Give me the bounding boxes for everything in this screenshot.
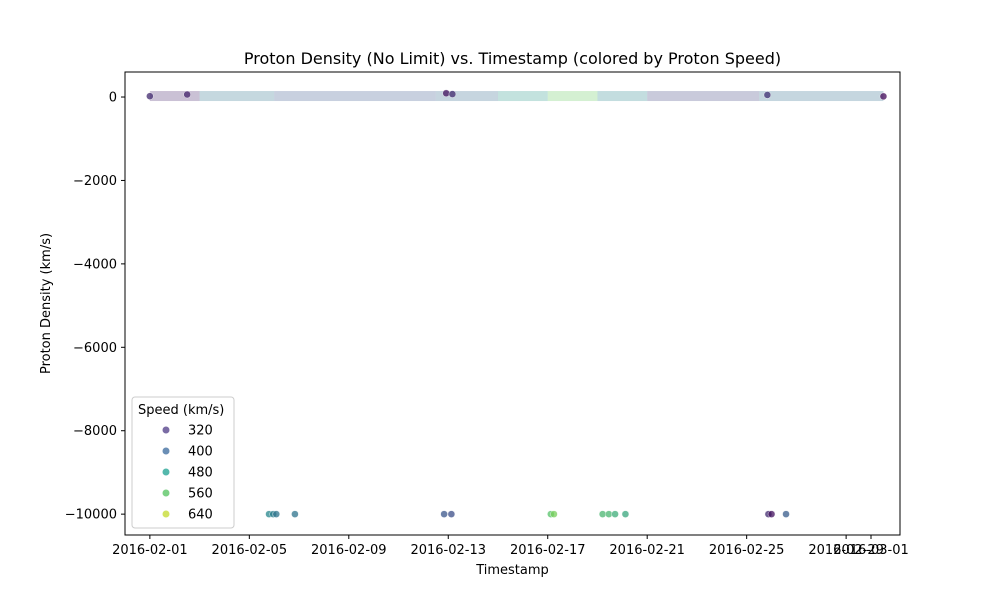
data-point bbox=[291, 510, 299, 518]
x-tick-label: 2016-02-17 bbox=[510, 543, 586, 558]
data-point bbox=[621, 510, 630, 518]
x-tick-label: 2016-02-09 bbox=[311, 543, 387, 558]
y-tick-label: −10000 bbox=[65, 508, 117, 523]
data-point bbox=[146, 92, 154, 100]
baseline-band-segment bbox=[274, 91, 436, 102]
legend: Speed (km/s) 320 400 480 560 640 bbox=[131, 396, 235, 529]
data-point bbox=[598, 510, 607, 518]
legend-box bbox=[131, 396, 235, 529]
data-point bbox=[440, 510, 448, 518]
baseline-band-segment bbox=[497, 91, 548, 102]
legend-title: Speed (km/s) bbox=[138, 403, 224, 418]
legend-marker bbox=[162, 489, 170, 497]
legend-marker bbox=[162, 447, 170, 455]
data-point bbox=[550, 510, 558, 518]
baseline-band-segment bbox=[647, 91, 760, 102]
legend-label: 480 bbox=[188, 466, 213, 481]
baseline-band-segment bbox=[759, 91, 884, 102]
data-point bbox=[767, 510, 776, 518]
baseline-band-segment bbox=[597, 91, 648, 102]
y-tick-label: 0 bbox=[109, 91, 117, 106]
data-point bbox=[183, 90, 191, 99]
legend-marker bbox=[162, 468, 170, 476]
baseline-band-segment bbox=[199, 91, 275, 102]
x-tick-label: 2016-03-01 bbox=[833, 543, 909, 558]
x-tick-label: 2016-02-29 bbox=[808, 543, 884, 558]
legend-marker bbox=[162, 510, 170, 518]
x-axis: 2016-02-01 2016-02-05 2016-02-09 2016-02-13… bbox=[112, 535, 909, 558]
x-tick-label: 2016-02-01 bbox=[112, 543, 188, 558]
y-axis: 0 −2000 −4000 −6000 −8000 −10000 bbox=[65, 91, 125, 523]
baseline-band-segment bbox=[149, 91, 200, 102]
x-tick-label: 2016-02-05 bbox=[212, 543, 288, 558]
y-axis-label: Proton Density (km/s) bbox=[39, 233, 54, 374]
y-tick-label: −4000 bbox=[73, 257, 117, 272]
baseline-band-segment bbox=[435, 91, 498, 102]
data-point bbox=[448, 90, 457, 98]
legend-marker bbox=[162, 426, 170, 434]
plot-area bbox=[146, 89, 888, 518]
data-point bbox=[447, 510, 456, 518]
legend-label: 640 bbox=[188, 508, 213, 523]
data-point bbox=[272, 510, 280, 518]
baseline-band bbox=[149, 91, 884, 102]
x-tick-label: 2016-02-21 bbox=[609, 543, 685, 558]
data-points bbox=[146, 89, 888, 518]
plot-frame bbox=[124, 71, 901, 536]
y-tick-label: −8000 bbox=[73, 424, 117, 439]
data-point bbox=[611, 510, 619, 518]
y-tick-label: −2000 bbox=[73, 174, 117, 189]
legend-label: 560 bbox=[188, 487, 213, 502]
x-tick-label: 2016-02-25 bbox=[709, 543, 785, 558]
legend-label: 400 bbox=[188, 445, 213, 460]
data-point bbox=[763, 91, 772, 99]
x-tick-label: 2016-02-13 bbox=[410, 543, 486, 558]
y-tick-label: −6000 bbox=[73, 341, 117, 356]
data-point bbox=[442, 89, 450, 97]
data-point bbox=[605, 510, 613, 518]
chart-title: Proton Density (No Limit) vs. Timestamp … bbox=[244, 49, 781, 68]
baseline-band-segment bbox=[547, 91, 598, 102]
data-point bbox=[879, 92, 888, 101]
legend-label: 320 bbox=[188, 424, 213, 439]
x-axis-label: Timestamp bbox=[475, 563, 549, 578]
data-point bbox=[782, 510, 790, 518]
